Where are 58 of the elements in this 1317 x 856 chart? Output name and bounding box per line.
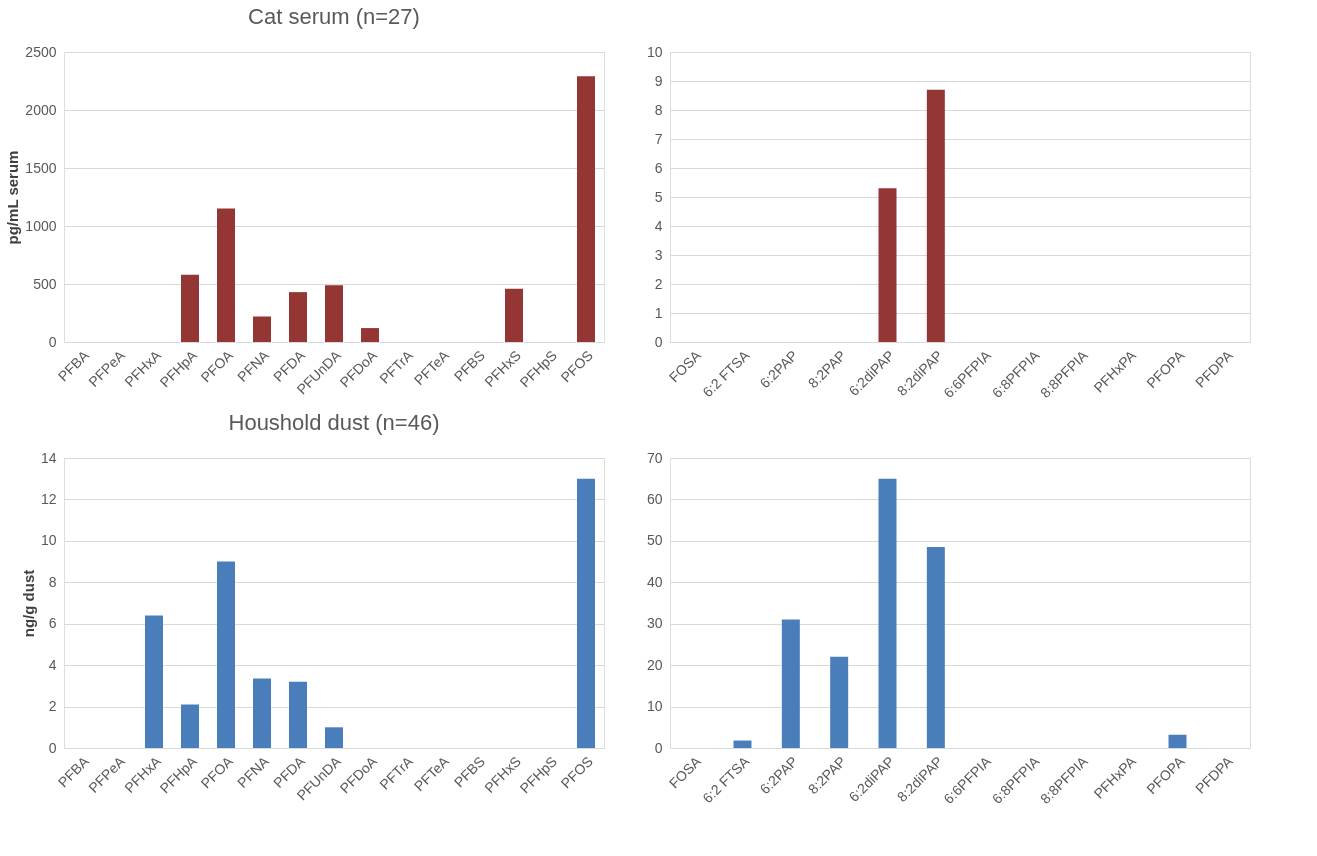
y-tick-label: 60 — [646, 490, 663, 507]
y-tick-label: 4 — [654, 217, 663, 234]
bar — [878, 478, 897, 748]
y-tick-label: 20 — [646, 656, 663, 673]
bar — [325, 285, 343, 342]
y-tick-label: 50 — [646, 532, 663, 549]
y-tick-label: 70 — [646, 449, 663, 466]
bar — [325, 727, 343, 748]
bar — [361, 328, 379, 342]
y-tick-label: 1000 — [25, 217, 57, 234]
y-tick-label: 2000 — [25, 101, 57, 118]
chart-title: Houshold dust (n=46) — [228, 410, 440, 435]
y-tick-label: 12 — [40, 490, 57, 507]
bar — [253, 678, 271, 748]
y-tick-label: 5 — [654, 188, 663, 205]
y-tick-label: 6 — [48, 615, 57, 632]
y-tick-label: 8 — [48, 573, 57, 590]
y-tick-label: 4 — [48, 656, 57, 673]
y-tick-label: 14 — [40, 449, 57, 466]
bar — [577, 76, 595, 342]
y-tick-label: 2 — [654, 275, 663, 292]
bar — [289, 681, 307, 748]
bar — [577, 478, 595, 748]
y-tick-label: 6 — [654, 159, 663, 176]
bar — [181, 704, 199, 748]
y-tick-label: 10 — [40, 532, 57, 549]
y-tick-label: 7 — [654, 130, 663, 147]
y-tick-label: 9 — [654, 72, 663, 89]
bar — [181, 274, 199, 342]
y-tick-label: 8 — [654, 101, 663, 118]
y-axis-title: ng/g dust — [19, 569, 37, 638]
chart-title: Cat serum (n=27) — [248, 4, 420, 29]
bar — [830, 656, 849, 748]
y-tick-label: 3 — [654, 246, 663, 263]
y-tick-label: 1 — [654, 304, 663, 321]
y-tick-label: 2500 — [25, 43, 57, 60]
y-tick-label: 2 — [48, 698, 57, 715]
y-axis-title: pg/mL serum — [4, 150, 22, 245]
bar — [145, 615, 163, 748]
bar — [781, 619, 800, 748]
y-tick-label: 0 — [48, 333, 57, 350]
bar — [926, 547, 945, 748]
y-tick-label: 0 — [48, 739, 57, 756]
bar — [253, 316, 271, 342]
bar — [289, 292, 307, 342]
y-tick-label: 10 — [646, 43, 663, 60]
bar — [217, 561, 235, 748]
y-tick-label: 0 — [654, 333, 663, 350]
y-tick-label: 40 — [646, 573, 663, 590]
bar — [733, 740, 752, 748]
y-tick-label: 10 — [646, 698, 663, 715]
y-tick-label: 30 — [646, 615, 663, 632]
bar — [1168, 734, 1187, 748]
bar — [505, 288, 523, 342]
y-tick-label: 500 — [33, 275, 57, 292]
y-tick-label: 0 — [654, 739, 663, 756]
bar — [217, 208, 235, 342]
y-tick-label: 1500 — [25, 159, 57, 176]
